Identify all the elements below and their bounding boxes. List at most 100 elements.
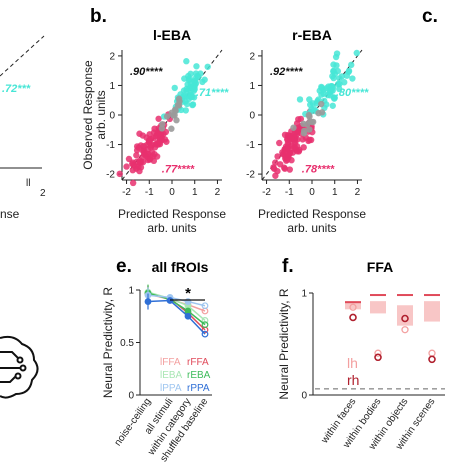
scatter-point-magenta <box>123 163 130 170</box>
y-tick-label: 1 <box>109 81 115 92</box>
scatter-point-cyan <box>341 79 348 86</box>
y-tick-label: 1 <box>249 81 255 92</box>
scatter-point-cyan <box>336 85 343 93</box>
scatter-point-cyan <box>182 107 190 114</box>
scatter-point-magenta <box>153 139 161 147</box>
legend-item-rFFA: rFFA <box>187 357 209 368</box>
scatter-point-magenta <box>140 142 147 150</box>
noise-ceiling-band <box>345 301 361 310</box>
identity-line <box>121 49 223 181</box>
scatter-point-magenta <box>272 159 279 166</box>
scatter-point-cyan <box>201 76 208 83</box>
series-point-lEBA <box>201 317 209 324</box>
scatter-point-cyan <box>331 95 338 102</box>
series-line-rEBA <box>147 292 206 326</box>
point-rh <box>428 355 436 364</box>
x-tick-label: -1 <box>145 187 154 198</box>
x-tick-label: 2 <box>215 187 221 198</box>
scatter-point-cyan <box>186 75 193 82</box>
partial-tick-right: 2 <box>40 188 46 199</box>
scatter-point-magenta <box>293 120 301 127</box>
scatter-point-gray <box>318 100 325 108</box>
line-chart-all-frois: all fROIs 0 0.5 1 Neural Predictivity, R * lFF… <box>101 259 212 464</box>
y-tick-label: -2 <box>106 170 115 181</box>
legend-item-rEBA: rEBA <box>187 370 211 381</box>
x-tick-label: 0 <box>169 187 175 198</box>
scatter-point-magenta <box>144 156 152 164</box>
scatter-point-gray <box>308 118 316 126</box>
scatter-point-magenta <box>286 166 293 173</box>
scatter-point-magenta <box>299 136 306 143</box>
corr-cyan-label: .80**** <box>336 87 369 99</box>
scatter-point-cyan <box>197 70 204 77</box>
scatter-point-magenta <box>270 165 278 172</box>
partial-diagonal <box>0 35 45 77</box>
scatter-point-magenta <box>133 147 141 154</box>
scatter-point-magenta <box>129 167 136 174</box>
scatter-point-magenta <box>284 146 291 153</box>
scatter-point-magenta <box>148 142 155 149</box>
scatter-point-magenta <box>139 158 147 166</box>
x-tick-label: -1 <box>285 187 294 198</box>
y-axis-label: Observed Response <box>81 60 95 170</box>
scatter-point-cyan <box>318 83 325 91</box>
identity-line <box>261 49 363 181</box>
scatter-point-magenta <box>151 150 158 158</box>
scatter-point-cyan <box>343 72 351 79</box>
y-tick-label: 2 <box>109 51 115 62</box>
scatter-point-magenta <box>116 170 123 178</box>
y-tick-label: 0.5 <box>120 338 134 349</box>
scatter-point-cyan <box>204 63 211 70</box>
scatter-title: r-EBA <box>292 27 332 43</box>
series-point-rPPA <box>201 330 209 338</box>
x-tick-label: -2 <box>122 187 131 198</box>
scatter-point-magenta <box>161 136 169 143</box>
y-axis-label: Neural Predictivity, R <box>277 288 291 399</box>
noise-ceiling-band <box>370 301 386 314</box>
scatter-point-magenta <box>147 135 155 143</box>
point-rh <box>374 353 382 362</box>
partial-tick-mid: ll <box>26 178 30 189</box>
scatter-point-cyan <box>183 100 191 108</box>
scatter-point-cyan <box>184 81 191 88</box>
x-axis-label: Predicted Response <box>118 207 226 221</box>
legend-item-rPPA: rPPA <box>187 383 210 394</box>
panel-label-b: b. <box>90 6 107 27</box>
brain-circuit-icon <box>0 335 39 399</box>
panel-label-c: c. <box>422 6 438 27</box>
scatter-point-cyan <box>349 75 356 82</box>
scatter-point-magenta <box>281 131 289 139</box>
x-tick-label: 1 <box>332 187 338 198</box>
scatter-point-cyan <box>296 96 304 103</box>
scatter-point-gray <box>163 113 171 120</box>
scatter-point-cyan <box>345 67 353 75</box>
point-lh <box>428 349 436 357</box>
scatter-point-cyan <box>192 77 199 85</box>
scatter-point-cyan <box>189 101 197 108</box>
panel-label-f: f. <box>282 256 294 277</box>
x-tick-label: 1 <box>192 187 198 198</box>
legend-item-lFFA: lFFA <box>160 357 181 368</box>
y-tick-label: 0 <box>109 111 115 122</box>
scatter-point-cyan <box>329 102 336 109</box>
series-point-lPPA <box>201 302 209 310</box>
point-rh <box>401 314 409 323</box>
series-point-rPPA <box>144 298 152 305</box>
corr-cyan-label: .71**** <box>196 87 229 99</box>
legend-lh: lh <box>347 355 358 371</box>
scatter-point-cyan <box>171 84 178 92</box>
y-tick-label: 1 <box>301 289 307 300</box>
scatter-point-cyan <box>348 61 355 69</box>
point-lh <box>401 326 409 334</box>
scatter-point-gray <box>168 125 175 132</box>
point-lh <box>349 303 357 311</box>
y-axis-label-units: arb. units <box>94 90 108 139</box>
legend-item-lPPA: lPPA <box>160 383 182 394</box>
scatter-point-cyan <box>353 49 360 57</box>
x-tick-label: 2 <box>355 187 361 198</box>
y-axis-label: Neural Predictivity, R <box>101 287 115 398</box>
scatter-point-magenta <box>139 132 146 139</box>
y-tick-label: -2 <box>246 170 255 181</box>
